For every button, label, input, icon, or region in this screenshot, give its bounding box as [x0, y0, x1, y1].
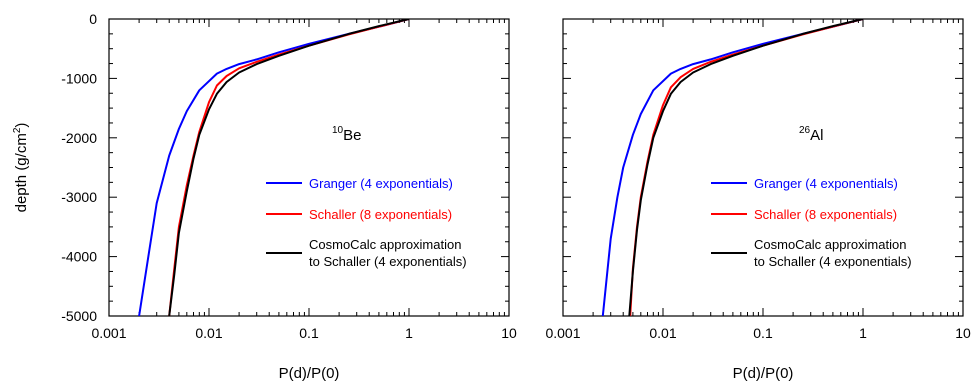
isotope-mass-number: 26: [799, 125, 811, 136]
legend-label-1: Granger (4 exponentials): [754, 176, 898, 191]
isotope-mass-number: 10: [332, 125, 344, 136]
plot-frame: [108, 18, 510, 317]
y-axis-label-end: ): [13, 123, 30, 128]
x-tick-label: 0.1: [753, 325, 773, 341]
chart-panel-1: 0.001 0.01 0.1 1 10 0 -1000 -2000 -3000 -4000 -500…: [12, 11, 517, 382]
x-axis-label: P(d)/P(0): [733, 365, 794, 382]
legend-label-3: to Schaller (4 exponentials): [754, 254, 912, 269]
x-tick-label: 0.1: [299, 325, 319, 341]
x-axis-label: P(d)/P(0): [279, 365, 340, 382]
series-line-3: [628, 19, 864, 316]
isotope-label: 26Al: [799, 125, 823, 144]
x-tick-label: 0.01: [649, 325, 676, 341]
y-axis-label-main: depth (g/cm: [13, 133, 30, 212]
y-tick-label: -3000: [61, 189, 97, 205]
legend-label-2: Schaller (8 exponentials): [309, 207, 452, 222]
legend: Granger (4 exponentials) Schaller (8 expo…: [711, 176, 912, 269]
y-axis-label: depth (g/cm2): [12, 123, 30, 213]
x-tick-label: 1: [405, 325, 413, 341]
series-line-1: [138, 19, 410, 316]
legend-label-3: CosmoCalc approximation: [754, 237, 906, 252]
isotope-symbol: Be: [343, 127, 361, 144]
x-tick-label: 10: [501, 325, 517, 341]
legend-label-2: Schaller (8 exponentials): [754, 207, 897, 222]
x-tick-label: 0.001: [545, 325, 580, 341]
legend-label-3: CosmoCalc approximation: [309, 237, 461, 252]
x-tick-label: 0.01: [195, 325, 222, 341]
isotope-symbol: Al: [810, 127, 823, 144]
x-tick-label: 1: [859, 325, 867, 341]
legend-label-3: to Schaller (4 exponentials): [309, 254, 467, 269]
series-line-1: [601, 19, 864, 316]
isotope-label: 10Be: [332, 125, 361, 144]
y-tick-label: 0: [89, 11, 97, 27]
legend: Granger (4 exponentials) Schaller (8 expo…: [266, 176, 467, 269]
x-tick-label: 0.001: [91, 325, 126, 341]
y-tick-label: -2000: [61, 130, 97, 146]
x-tick-label: 10: [955, 325, 971, 341]
y-axis-label-sup: 2: [12, 127, 23, 133]
series-line-2: [629, 19, 864, 316]
y-tick-label: -5000: [61, 308, 97, 324]
y-tick-label: -4000: [61, 249, 97, 265]
chart-panel-2: 0.001 0.01 0.1 1 10 P(d)/P(0) 26Al Granger (4 e…: [545, 18, 971, 382]
series-line-3: [168, 19, 410, 316]
y-tick-label: -1000: [61, 70, 97, 86]
series-line-2: [168, 19, 410, 316]
legend-label-1: Granger (4 exponentials): [309, 176, 453, 191]
